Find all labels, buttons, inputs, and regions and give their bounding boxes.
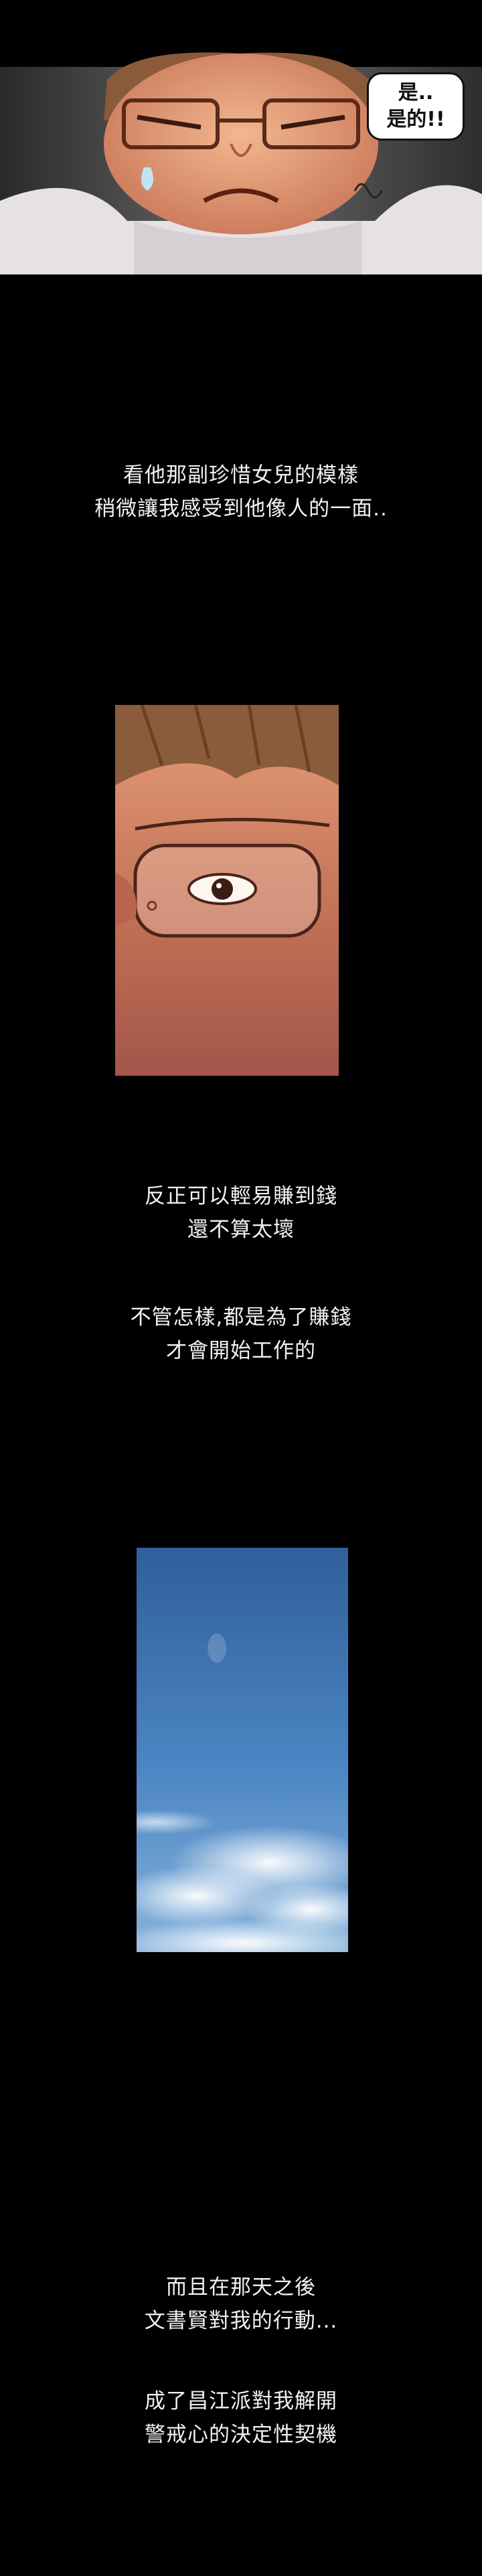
panel-sky — [137, 1548, 348, 1952]
narration-block: 看他那副珍惜女兒的模樣 稍微讓我感受到他像人的一面.. — [0, 459, 482, 526]
panel-angry-man — [0, 0, 482, 274]
speech-line: 是的!! — [386, 108, 445, 131]
narration-line: 文書賢對我的行動... — [144, 2309, 338, 2333]
narration-line: 反正可以輕易賺到錢 — [145, 1184, 337, 1208]
narration-line: 稍微讓我感受到他像人的一面.. — [94, 497, 388, 521]
narration-block: 成了昌江派對我解開 警戒心的決定性契機 — [0, 2385, 482, 2451]
sky-illustration — [137, 1548, 348, 1952]
narration-block: 反正可以輕易賺到錢 還不算太壞 — [0, 1180, 482, 1246]
narration-line: 成了昌江派對我解開 — [145, 2389, 337, 2413]
narration-line: 警戒心的決定性契機 — [145, 2423, 337, 2447]
narration-block: 而且在那天之後 文書賢對我的行動... — [0, 2271, 482, 2338]
narration-line: 看他那副珍惜女兒的模樣 — [123, 463, 359, 487]
narration-line: 還不算太壞 — [187, 1218, 295, 1242]
narration-line: 不管怎樣,都是為了賺錢 — [130, 1305, 352, 1330]
narration-line: 而且在那天之後 — [166, 2275, 316, 2300]
speech-line: 是.. — [398, 81, 434, 104]
narration-block: 不管怎樣,都是為了賺錢 才會開始工作的 — [0, 1301, 482, 1368]
angry-man-illustration — [0, 0, 482, 274]
speech-bubble: 是.. 是的!! — [367, 72, 465, 141]
panel-eyes-closeup — [115, 705, 339, 1076]
eyes-closeup-illustration — [115, 705, 339, 1076]
narration-line: 才會開始工作的 — [166, 1339, 316, 1363]
